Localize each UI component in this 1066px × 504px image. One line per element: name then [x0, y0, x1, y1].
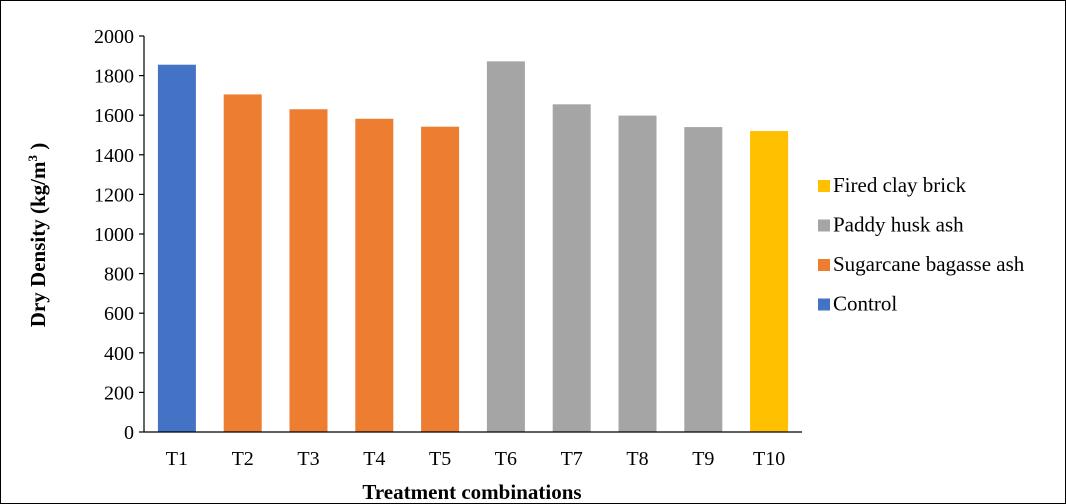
- x-tick-label: T1: [166, 448, 188, 470]
- y-tick-label: 400: [104, 343, 134, 365]
- bar-t10: [750, 131, 789, 433]
- y-axis-ticks: 0 200 400 600 800 1000 1200 1400 1600 1800 2000: [94, 26, 144, 444]
- legend-label: Fired clay brick: [833, 173, 966, 197]
- legend-swatch: [818, 298, 830, 311]
- bars: [157, 61, 789, 433]
- legend-swatch: [818, 259, 830, 271]
- x-tick-label: T5: [429, 448, 451, 470]
- y-tick-label: 600: [104, 303, 134, 325]
- bar-t1: [157, 64, 196, 433]
- y-axis-title: Dry Density (kg/m3 ): [25, 143, 50, 327]
- y-tick-label: 2000: [94, 26, 134, 48]
- legend-swatch: [818, 180, 830, 192]
- x-tick-label: T2: [232, 448, 254, 470]
- y-tick-label: 1800: [94, 66, 134, 88]
- x-axis-ticks: T1 T2 T3 T4 T5 T6 T7 T8 T9 T10: [166, 448, 785, 470]
- legend: Fired clay brick Paddy husk ash Sugarcane …: [818, 173, 1025, 316]
- y-tick-label: 800: [104, 264, 134, 286]
- x-tick-label: T8: [626, 448, 648, 470]
- x-tick-label: T7: [561, 448, 583, 470]
- bar-t2: [223, 94, 262, 432]
- x-tick-label: T6: [495, 448, 517, 470]
- legend-swatch: [818, 219, 830, 232]
- y-axis-title-main: Dry Density (kg/m: [26, 161, 50, 327]
- x-tick-label: T10: [753, 448, 785, 470]
- x-tick-label: T3: [297, 448, 319, 470]
- x-axis-title: Treatment combinations: [362, 480, 581, 504]
- y-tick-label: 0: [124, 422, 134, 444]
- y-axis-title-end: ): [26, 143, 50, 155]
- legend-label: Sugarcane bagasse ash: [833, 252, 1025, 276]
- y-tick-label: 1200: [94, 184, 134, 206]
- bar-t7: [552, 104, 591, 432]
- y-tick-label: 1600: [94, 105, 134, 127]
- x-tick-label: T4: [363, 448, 385, 470]
- y-tick-label: 200: [104, 382, 134, 404]
- bar-t9: [684, 127, 723, 432]
- y-axis-title-superscript: 3: [25, 155, 40, 162]
- bar-t4: [355, 118, 394, 432]
- legend-label: Paddy husk ash: [833, 213, 964, 237]
- y-tick-label: 1400: [94, 145, 134, 167]
- bar-t3: [289, 109, 328, 432]
- bar-t6: [486, 61, 525, 433]
- bar-t8: [618, 115, 657, 432]
- legend-label: Control: [833, 292, 897, 316]
- bar-t5: [421, 126, 460, 433]
- x-tick-label: T9: [692, 448, 714, 470]
- y-tick-label: 1000: [94, 224, 134, 246]
